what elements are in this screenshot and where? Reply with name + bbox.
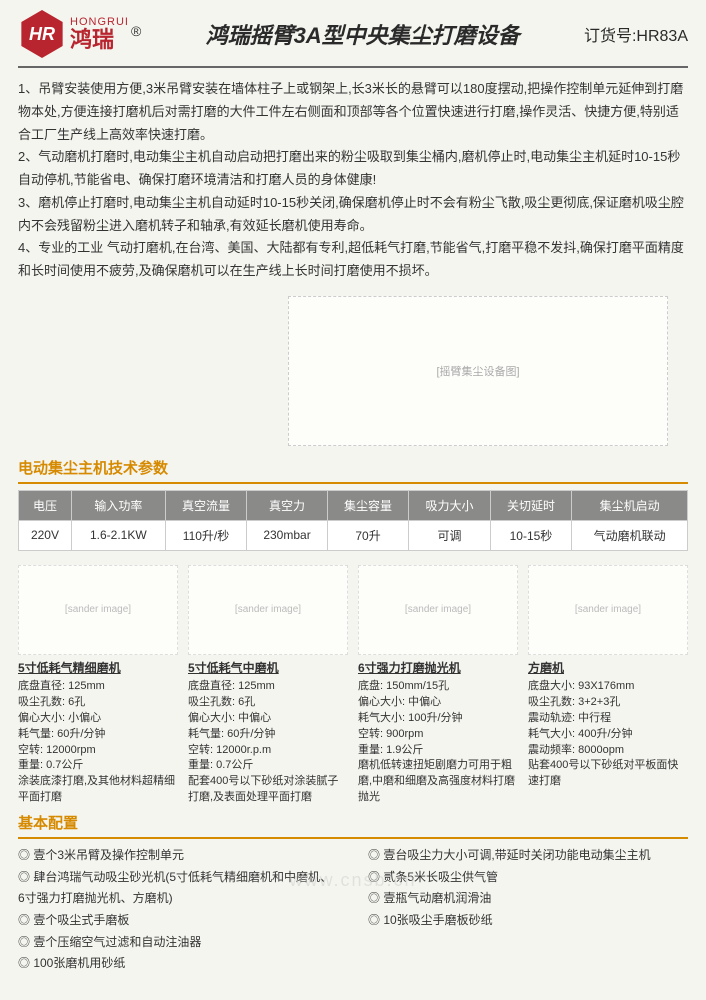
sander-image: [sander image] — [358, 565, 518, 655]
logo-badge: HR — [18, 10, 66, 58]
logo-block: HR HONGRUI 鸿瑞 ® — [18, 10, 141, 58]
sander-image: [sander image] — [188, 565, 348, 655]
sander-title: 5寸低耗气中磨机 — [188, 659, 348, 676]
logo-text: HONGRUI 鸿瑞 — [70, 16, 129, 52]
desc-2: 2、气动磨机打磨时,电动集尘主机自动启动把打磨出来的粉尘吸取到集尘桶内,磨机停止… — [18, 146, 688, 192]
spec-data-row: 220V 1.6-2.1KW 110升/秒 230mbar 70升 可调 10-… — [19, 520, 688, 550]
config-section-title: 基本配置 — [18, 812, 688, 833]
sander-title: 6寸强力打磨抛光机 — [358, 659, 518, 676]
sander-3: [sander image] 6寸强力打磨抛光机 底盘: 150mm/15孔 偏… — [358, 565, 518, 807]
section-underline — [18, 837, 688, 839]
config-item: ◎ 壹瓶气动磨机润滑油 — [368, 888, 688, 910]
spec-cell: 220V — [19, 520, 72, 550]
logo-hexagon: HR — [18, 10, 66, 58]
header-divider — [18, 66, 688, 68]
sander-image: [sander image] — [18, 565, 178, 655]
spec-cell: 10-15秒 — [490, 520, 571, 550]
order-number: 订货号:HR83A — [584, 22, 688, 46]
spec-header: 输入功率 — [71, 490, 165, 520]
config-item: ◎ 壹台吸尘力大小可调,带延时关闭功能电动集尘主机 — [368, 845, 688, 867]
sander-title: 方磨机 — [528, 659, 688, 676]
desc-4: 4、专业的工业 气动打磨机,在台湾、美国、大陆都有专利,超低耗气打磨,节能省气,… — [18, 237, 688, 283]
config-list: ◎ 壹个3米吊臂及操作控制单元 ◎ 肆台鸿瑞气动吸尘砂光机(5寸低耗气精细磨机和… — [18, 845, 688, 975]
spec-header: 真空力 — [247, 490, 328, 520]
sander-2: [sander image] 5寸低耗气中磨机 底盘直径: 125mm 吸尘孔数… — [188, 565, 348, 807]
spec-cell: 230mbar — [247, 520, 328, 550]
logo-initials: HR — [29, 24, 55, 45]
spec-header: 集尘容量 — [327, 490, 408, 520]
spec-cell: 70升 — [327, 520, 408, 550]
spec-section-title: 电动集尘主机技术参数 — [18, 457, 688, 478]
config-item: ◎ 壹个吸尘式手磨板 — [18, 910, 338, 932]
spec-cell: 可调 — [409, 520, 490, 550]
config-item: ◎ 壹个压缩空气过滤和自动注油器 — [18, 932, 338, 954]
sander-specs: 底盘大小: 93X176mm 吸尘孔数: 3+2+3孔 震动轨迹: 中行程 耗气… — [528, 679, 688, 791]
desc-3: 3、磨机停止打磨时,电动集尘主机自动延时10-15秒关闭,确保磨机停止时不会有粉… — [18, 192, 688, 238]
sander-title: 5寸低耗气精细磨机 — [18, 659, 178, 676]
spec-cell: 110升/秒 — [165, 520, 246, 550]
page-title: 鸿瑞摇臂3A型中央集尘打磨设备 — [141, 18, 584, 50]
equipment-image: [摇臂集尘设备图] — [288, 296, 668, 446]
header: HR HONGRUI 鸿瑞 ® 鸿瑞摇臂3A型中央集尘打磨设备 订货号:HR83… — [18, 10, 688, 58]
sander-specs: 底盘: 150mm/15孔 偏心大小: 中偏心 耗气大小: 100升/分钟 空转… — [358, 679, 518, 807]
sander-image: [sander image] — [528, 565, 688, 655]
config-item: ◎ 100张磨机用砂纸 — [18, 953, 338, 975]
watermark: www.cnsb.cn — [289, 870, 416, 891]
sander-specs: 底盘直径: 125mm 吸尘孔数: 6孔 偏心大小: 小偏心 耗气量: 60升/… — [18, 679, 178, 807]
sander-specs: 底盘直径: 125mm 吸尘孔数: 6孔 偏心大小: 中偏心 耗气量: 60升/… — [188, 679, 348, 807]
spec-header: 集尘机启动 — [572, 490, 688, 520]
sander-4: [sander image] 方磨机 底盘大小: 93X176mm 吸尘孔数: … — [528, 565, 688, 807]
sanders-row: [sander image] 5寸低耗气精细磨机 底盘直径: 125mm 吸尘孔… — [18, 565, 688, 807]
spec-header-row: 电压 输入功率 真空流量 真空力 集尘容量 吸力大小 关切延时 集尘机启动 — [19, 490, 688, 520]
registered-mark: ® — [131, 23, 141, 39]
desc-1: 1、吊臂安装使用方便,3米吊臂安装在墙体柱子上或钢架上,长3米长的悬臂可以180… — [18, 78, 688, 146]
section-underline — [18, 482, 688, 484]
product-image-area: [摇臂集尘设备图] — [18, 291, 688, 451]
spec-table: 电压 输入功率 真空流量 真空力 集尘容量 吸力大小 关切延时 集尘机启动 22… — [18, 490, 688, 551]
spec-header: 吸力大小 — [409, 490, 490, 520]
config-item: ◎ 10张吸尘手磨板砂纸 — [368, 910, 688, 932]
spec-header: 关切延时 — [490, 490, 571, 520]
config-item: ◎ 壹个3米吊臂及操作控制单元 — [18, 845, 338, 867]
brand-chinese: 鸿瑞 — [70, 28, 129, 52]
spec-cell: 气动磨机联动 — [572, 520, 688, 550]
spec-header: 电压 — [19, 490, 72, 520]
sander-1: [sander image] 5寸低耗气精细磨机 底盘直径: 125mm 吸尘孔… — [18, 565, 178, 807]
config-right-col: ◎ 壹台吸尘力大小可调,带延时关闭功能电动集尘主机 ◎ 贰条5米长吸尘供气管 ◎… — [368, 845, 688, 975]
description-block: 1、吊臂安装使用方便,3米吊臂安装在墙体柱子上或钢架上,长3米长的悬臂可以180… — [18, 78, 688, 283]
spec-header: 真空流量 — [165, 490, 246, 520]
spec-cell: 1.6-2.1KW — [71, 520, 165, 550]
config-left-col: ◎ 壹个3米吊臂及操作控制单元 ◎ 肆台鸿瑞气动吸尘砂光机(5寸低耗气精细磨机和… — [18, 845, 338, 975]
